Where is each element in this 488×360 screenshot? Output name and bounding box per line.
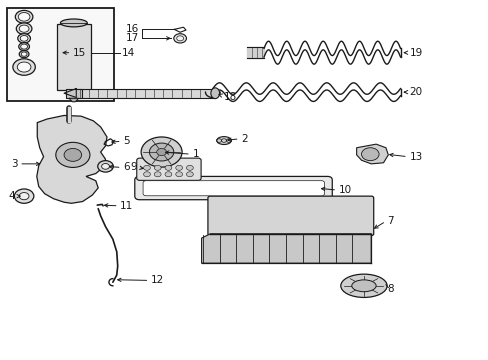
Circle shape <box>98 161 113 172</box>
FancyBboxPatch shape <box>137 158 201 180</box>
Circle shape <box>15 10 33 23</box>
Circle shape <box>18 13 30 21</box>
Circle shape <box>164 165 171 170</box>
Text: 6: 6 <box>123 162 129 172</box>
Polygon shape <box>37 116 107 203</box>
Ellipse shape <box>61 19 87 27</box>
Bar <box>76 89 215 98</box>
Circle shape <box>19 25 29 32</box>
Circle shape <box>173 34 186 43</box>
FancyBboxPatch shape <box>135 176 331 200</box>
Circle shape <box>186 165 193 170</box>
Ellipse shape <box>340 274 386 297</box>
Circle shape <box>175 165 182 170</box>
Polygon shape <box>201 234 370 263</box>
Text: 4: 4 <box>9 191 15 201</box>
Text: 10: 10 <box>338 185 351 195</box>
Text: 14: 14 <box>122 48 135 58</box>
Circle shape <box>149 143 173 161</box>
Circle shape <box>64 148 81 161</box>
Ellipse shape <box>351 280 375 292</box>
Circle shape <box>19 193 29 200</box>
Polygon shape <box>246 47 264 58</box>
Text: 11: 11 <box>120 201 133 211</box>
Circle shape <box>20 44 27 49</box>
Circle shape <box>20 36 28 41</box>
Circle shape <box>186 172 193 177</box>
Circle shape <box>18 34 30 43</box>
Text: 5: 5 <box>123 136 129 146</box>
Bar <box>65 89 82 98</box>
Circle shape <box>21 52 27 56</box>
Text: 18: 18 <box>224 92 237 102</box>
Circle shape <box>175 172 182 177</box>
Circle shape <box>176 36 183 41</box>
Bar <box>57 24 91 90</box>
Circle shape <box>154 165 161 170</box>
Polygon shape <box>356 144 387 164</box>
Circle shape <box>19 50 29 58</box>
Circle shape <box>164 172 171 177</box>
Text: 16: 16 <box>125 24 139 35</box>
FancyBboxPatch shape <box>143 181 324 196</box>
Circle shape <box>154 172 161 177</box>
Polygon shape <box>64 89 76 98</box>
Ellipse shape <box>216 136 231 144</box>
Circle shape <box>14 189 34 203</box>
Text: 20: 20 <box>408 87 422 97</box>
Circle shape <box>157 148 166 156</box>
Text: 3: 3 <box>11 159 18 169</box>
Text: 17: 17 <box>125 33 139 43</box>
Ellipse shape <box>210 88 219 99</box>
Circle shape <box>143 165 150 170</box>
Text: 19: 19 <box>408 48 422 58</box>
Circle shape <box>19 42 29 50</box>
FancyBboxPatch shape <box>207 196 373 235</box>
Circle shape <box>143 172 150 177</box>
Text: 9: 9 <box>130 162 137 172</box>
Polygon shape <box>69 98 79 102</box>
Circle shape <box>361 148 378 161</box>
Text: 7: 7 <box>386 216 393 226</box>
Circle shape <box>13 59 35 75</box>
Bar <box>6 8 114 101</box>
Text: 2: 2 <box>241 134 247 144</box>
Circle shape <box>16 23 32 35</box>
Text: 13: 13 <box>408 152 422 162</box>
Circle shape <box>56 142 90 167</box>
Circle shape <box>141 137 182 167</box>
Text: 12: 12 <box>151 275 164 285</box>
Text: 8: 8 <box>386 284 393 294</box>
Circle shape <box>102 163 109 169</box>
Text: 1: 1 <box>192 149 199 159</box>
Circle shape <box>17 62 31 72</box>
Text: 15: 15 <box>73 48 86 58</box>
